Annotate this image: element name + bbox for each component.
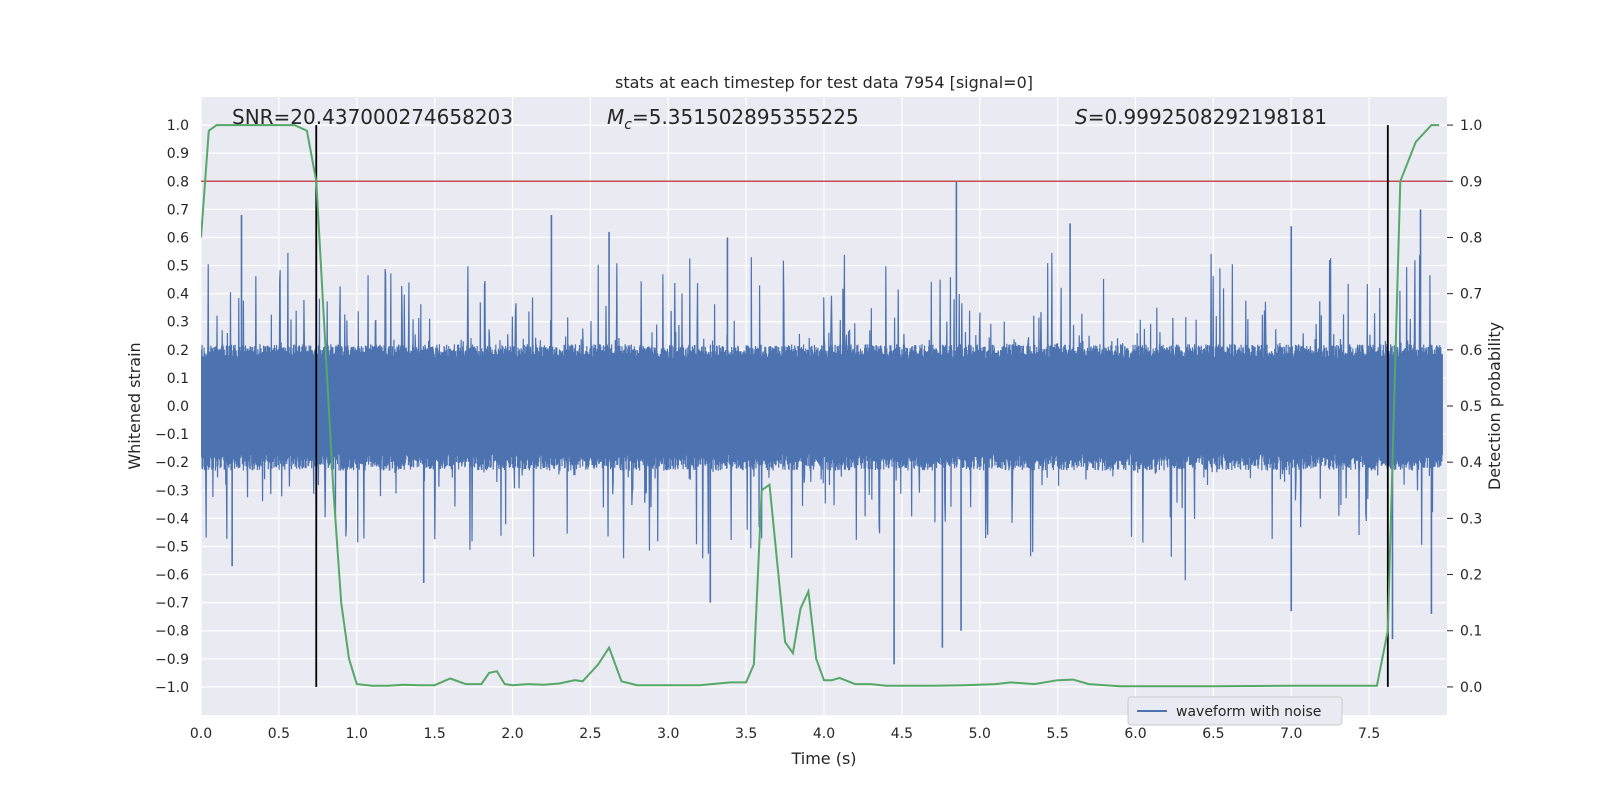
y-right-tick-label: 0.7	[1460, 287, 1482, 303]
y-left-tick-label: −0.5	[155, 539, 189, 555]
y-left-tick-label: −0.4	[155, 511, 189, 527]
y-right-tick-label: 0.2	[1460, 568, 1482, 584]
legend: waveform with noise	[1127, 696, 1343, 726]
x-tick-label: 6.0	[1124, 726, 1146, 742]
y-left-tick-label: −0.8	[155, 624, 189, 640]
y-right-tick-label: 0.0	[1460, 680, 1482, 696]
vertical-markers	[315, 125, 1389, 687]
y-left-tick-label: 0.3	[167, 315, 189, 331]
x-tick-label: 2.0	[501, 726, 523, 742]
y-axis-label-right: Detection probability	[1485, 322, 1504, 490]
y-right-tick-label: 0.9	[1460, 174, 1482, 190]
y-right-tick-label: 1.0	[1460, 118, 1482, 134]
y-left-tick-label: −0.9	[155, 652, 189, 668]
x-tick-label: 3.0	[657, 726, 679, 742]
y-left-tick-label: 0.6	[167, 230, 189, 246]
y-right-tick-label: 0.5	[1460, 399, 1482, 415]
y-left-tick-label: 0.8	[167, 174, 189, 190]
x-tick-label: 0.0	[190, 726, 212, 742]
x-tick-labels: 0.0 0.5 1.0 1.5 2.0 2.5 3.0 3.5 4.0 4.5 5.0 5.5 6.0 6…	[190, 726, 1380, 742]
y-right-tick-label: 0.6	[1460, 343, 1482, 359]
x-axis-label: Time (s)	[790, 749, 856, 768]
y-axis-label-left: Whitened strain	[125, 342, 144, 469]
x-tick-label: 1.0	[346, 726, 368, 742]
s-symbol: S	[1075, 105, 1088, 129]
x-tick-label: 0.5	[268, 726, 290, 742]
y-right-tick-label: 0.1	[1460, 624, 1482, 640]
y-left-tick-label: −0.3	[155, 483, 189, 499]
x-tick-label: 4.5	[891, 726, 913, 742]
y-left-tick-label: −1.0	[155, 680, 189, 696]
y-left-tick-label: 0.4	[167, 287, 189, 303]
chirp-mass-annotation: Mc=5.351502895355225	[607, 105, 859, 133]
y-right-tick-labels: 1.0 0.9 0.8 0.7 0.6 0.5 0.4 0.3 0.2 0.1 0.0	[1447, 118, 1482, 696]
x-tick-label: 7.0	[1280, 726, 1302, 742]
x-tick-label: 7.5	[1358, 726, 1380, 742]
x-tick-label: 5.0	[969, 726, 991, 742]
y-left-tick-label: −0.2	[155, 455, 189, 471]
chart-title: stats at each timestep for test data 795…	[615, 73, 1033, 92]
y-left-tick-labels: 1.0 0.9 0.8 0.7 0.6 0.5 0.4 0.3 0.2 0.1 0.0 −0.1 −0.…	[155, 118, 189, 696]
legend-box	[1127, 696, 1343, 726]
x-tick-label: 5.5	[1046, 726, 1068, 742]
mc-symbol: M	[607, 105, 624, 129]
s-annotation: S=0.9992508292198181	[1075, 105, 1327, 129]
y-left-tick-label: 0.0	[167, 399, 189, 415]
x-tick-label: 6.5	[1202, 726, 1224, 742]
y-left-tick-label: −0.1	[155, 427, 189, 443]
y-right-tick-label: 0.8	[1460, 230, 1482, 246]
y-right-tick-label: 0.3	[1460, 511, 1482, 527]
y-left-tick-label: 1.0	[167, 118, 189, 134]
y-left-tick-label: 0.2	[167, 343, 189, 359]
y-left-tick-label: −0.7	[155, 596, 189, 612]
y-left-tick-label: 0.5	[167, 259, 189, 275]
y-left-tick-label: 0.1	[167, 371, 189, 387]
x-tick-label: 4.0	[813, 726, 835, 742]
mc-subscript: c	[624, 117, 632, 133]
snr-annotation: SNR=20.437000274658203	[232, 105, 513, 129]
s-value: =0.9992508292198181	[1088, 105, 1327, 129]
waveform-trace	[201, 252, 1443, 581]
y-left-tick-label: −0.6	[155, 568, 189, 584]
x-tick-label: 2.5	[579, 726, 601, 742]
mc-value: =5.351502895355225	[632, 105, 859, 129]
y-left-tick-label: 0.7	[167, 202, 189, 218]
x-tick-label: 1.5	[423, 726, 445, 742]
x-tick-label: 3.5	[735, 726, 757, 742]
y-right-tick-label: 0.4	[1460, 455, 1482, 471]
y-left-tick-label: 0.9	[167, 146, 189, 162]
legend-entry-waveform: waveform with noise	[1176, 704, 1321, 720]
waveform-series	[201, 181, 1443, 665]
detection-probability-line	[201, 124, 1440, 688]
